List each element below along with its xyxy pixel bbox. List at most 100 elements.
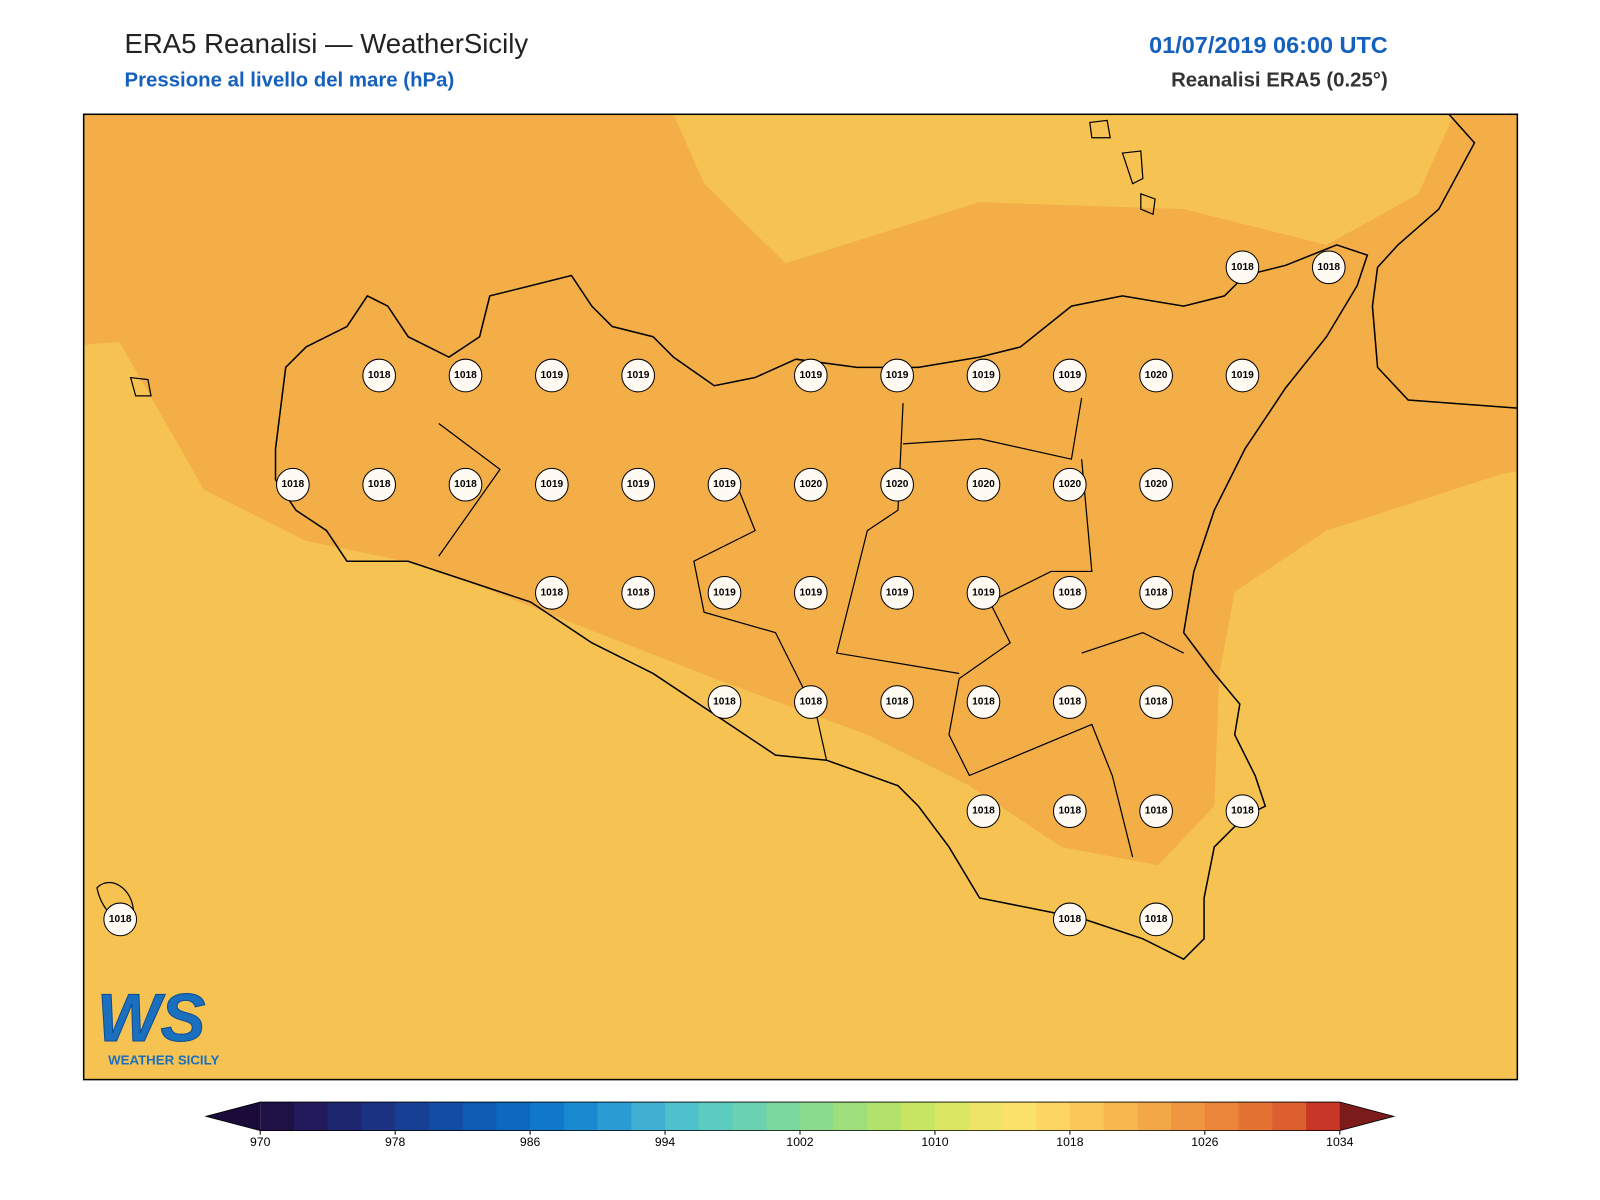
station-value: 1019	[886, 370, 909, 381]
station-value: 1018	[972, 697, 995, 708]
station-value: 1018	[368, 370, 391, 381]
station-marker	[1139, 902, 1173, 937]
colorbar-tick-label: 994	[655, 1135, 676, 1149]
pressure-field	[673, 114, 1455, 264]
station-marker	[707, 685, 742, 719]
station-marker	[793, 358, 828, 393]
province-border	[438, 397, 1184, 858]
coastline	[1371, 114, 1518, 409]
station-value: 1019	[713, 587, 736, 598]
colorbar-tick-label: 1010	[921, 1135, 948, 1149]
station-value: 1018	[1145, 697, 1168, 708]
station-marker	[276, 467, 310, 502]
colorbar-bin	[833, 1102, 868, 1131]
colorbar-tick-label: 970	[250, 1135, 271, 1149]
colorbar-bin	[361, 1102, 396, 1131]
station-value: 1019	[799, 587, 822, 598]
station-marker	[621, 358, 656, 393]
stations: 1018 1018 1018 1018 1019 1019 1019 1019 1019 1019…	[103, 250, 1346, 937]
station-marker	[448, 467, 483, 502]
station-value: 1019	[713, 479, 736, 490]
station-value: 1018	[368, 479, 391, 490]
station-marker	[534, 576, 569, 610]
station-marker	[621, 467, 656, 502]
station-value: 1020	[1145, 479, 1168, 490]
station-marker	[1139, 794, 1173, 829]
station-value: 1018	[713, 697, 736, 708]
station-value: 1019	[972, 370, 995, 381]
colorbar-bin	[1137, 1102, 1172, 1131]
colorbar-bin	[766, 1102, 801, 1131]
station-value: 1019	[1058, 370, 1081, 381]
station-marker	[707, 467, 742, 502]
colorbar-bin	[293, 1102, 329, 1131]
station-marker	[1225, 358, 1260, 393]
station-marker	[880, 685, 914, 719]
colorbar-over	[1339, 1102, 1394, 1131]
colorbar-bin	[1306, 1102, 1341, 1131]
colorbar-tick-label: 1002	[786, 1135, 813, 1149]
colorbar-bin	[1036, 1102, 1071, 1131]
station-value: 1020	[1058, 479, 1081, 490]
colorbar-bin	[631, 1102, 666, 1131]
logo-name: WEATHER SICILY	[108, 1052, 219, 1067]
station-marker	[534, 358, 569, 393]
station-marker	[880, 358, 914, 393]
coastline	[274, 244, 1369, 961]
station-value: 1018	[454, 479, 477, 490]
station-value: 1018	[541, 587, 564, 598]
station-marker	[793, 576, 828, 610]
colorbar-bin	[1272, 1102, 1307, 1131]
station-marker	[621, 576, 656, 610]
colorbar-bin	[462, 1102, 497, 1131]
station-marker	[966, 576, 1001, 610]
colorbar-bin	[1204, 1102, 1240, 1131]
station-marker	[1139, 358, 1173, 393]
station-value: 1020	[1145, 370, 1168, 381]
colorbar-bin	[597, 1102, 632, 1131]
colorbar-bin	[665, 1102, 700, 1131]
station-marker	[1052, 685, 1087, 719]
station-marker	[1052, 467, 1087, 502]
station-marker	[1052, 358, 1087, 393]
station-value: 1018	[972, 806, 995, 817]
colorbar-bin	[563, 1102, 599, 1131]
station-value: 1019	[627, 370, 650, 381]
station-value: 1018	[1058, 914, 1081, 925]
station-marker	[362, 467, 397, 502]
colorbar-bin	[698, 1102, 734, 1131]
station-value: 1018	[1231, 806, 1254, 817]
station-marker	[880, 467, 914, 502]
station-value: 1018	[1058, 806, 1081, 817]
colorbar-tick-label: 1034	[1326, 1135, 1353, 1149]
station-value: 1019	[799, 370, 822, 381]
station-value: 1019	[627, 479, 650, 490]
colorbar-bin	[867, 1102, 902, 1131]
station-value: 1018	[454, 370, 477, 381]
station-value: 1019	[1231, 370, 1254, 381]
logo-mark: WS	[97, 981, 206, 1056]
station-value: 1018	[799, 697, 822, 708]
station-value: 1018	[627, 587, 650, 598]
station-value: 1019	[541, 370, 564, 381]
station-value: 1018	[109, 914, 132, 925]
station-marker	[1311, 250, 1346, 285]
colorbar-bin	[496, 1102, 531, 1131]
colorbar-bin	[1002, 1102, 1037, 1131]
station-value: 1019	[886, 587, 909, 598]
colorbar-bin	[1069, 1102, 1105, 1131]
map: 1018 1018 1018 1018 1019 1019 1019 1019 1019 1019…	[82, 113, 1519, 1081]
colorbar-bin	[732, 1102, 767, 1131]
station-value: 1020	[972, 479, 995, 490]
colorbar-bin	[800, 1102, 835, 1131]
colorbar-bin	[327, 1102, 362, 1131]
colorbar-bin	[530, 1102, 565, 1131]
station-marker	[966, 467, 1001, 502]
station-marker	[534, 467, 569, 502]
date: 01/07/2019 06:00 UTC	[1149, 32, 1388, 58]
station-value: 1020	[886, 479, 909, 490]
station-value: 1018	[1145, 914, 1168, 925]
colorbar: 970 978 986 994 1002 1010 1018 1026 1034	[204, 1101, 1396, 1149]
colorbar-bin	[395, 1102, 430, 1131]
